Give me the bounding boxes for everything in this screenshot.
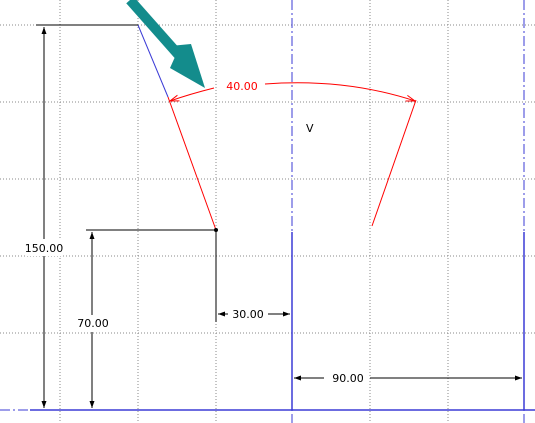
dimension-40-label: 40.00 bbox=[226, 80, 258, 93]
slanted-edge-upper[interactable] bbox=[137, 24, 169, 98]
vertex-point[interactable] bbox=[214, 228, 218, 232]
dimension-30-label: 30.00 bbox=[232, 308, 264, 321]
angle-arc-right bbox=[264, 82, 415, 101]
dimension-150-label: 150.00 bbox=[25, 242, 64, 255]
dimension-150[interactable] bbox=[36, 24, 138, 408]
dimension-90-label: 90.00 bbox=[332, 372, 364, 385]
mirror-slanted-edge[interactable] bbox=[371, 99, 417, 227]
angle-arc-left bbox=[170, 87, 215, 101]
dimension-40-angle[interactable] bbox=[170, 82, 415, 101]
dimension-70-label: 70.00 bbox=[77, 317, 109, 330]
dimension-label-bg bbox=[26, 239, 62, 256]
dimension-30[interactable] bbox=[215, 232, 290, 322]
vertex-label: V bbox=[306, 122, 314, 135]
dimension-label-bg bbox=[76, 315, 110, 332]
slanted-edge-lower[interactable] bbox=[167, 96, 217, 231]
arrow-pointer-icon bbox=[126, 0, 205, 88]
